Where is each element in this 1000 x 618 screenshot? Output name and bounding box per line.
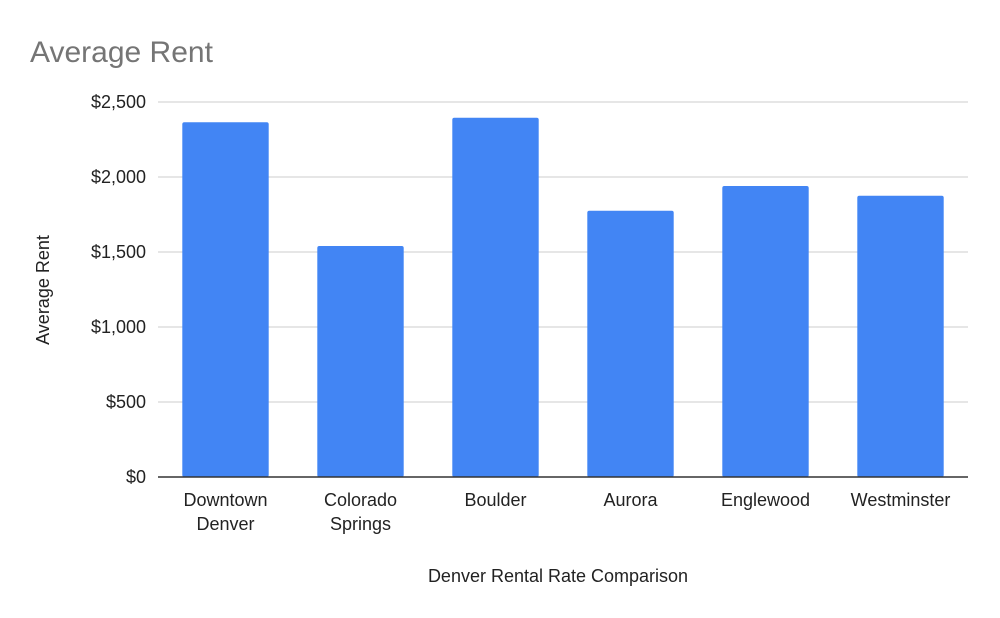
x-tick-label: Colorado Springs	[324, 490, 397, 534]
x-tick-label: Westminster	[851, 490, 951, 510]
chart-title: Average Rent	[30, 36, 214, 69]
x-tick-label: Downtown Denver	[183, 490, 267, 534]
x-axis-label: Denver Rental Rate Comparison	[428, 566, 688, 586]
y-axis-label: Average Rent	[33, 235, 53, 345]
y-tick-label: $1,000	[91, 317, 146, 337]
y-tick-label: $0	[126, 467, 146, 487]
gridlines	[158, 101, 968, 403]
bar	[452, 117, 539, 477]
x-tick-labels: Downtown Denver Colorado Springs Boulder Auro…	[183, 490, 950, 534]
y-tick-label: $500	[106, 392, 146, 412]
bars	[182, 117, 944, 477]
y-tick-label: $2,000	[91, 167, 146, 187]
bar	[857, 195, 944, 477]
y-tick-label: $1,500	[91, 242, 146, 262]
y-tick-labels: $0 $500 $1,000 $1,500 $2,000 $2,500	[91, 92, 146, 487]
bar	[722, 186, 809, 477]
x-tick-label: Aurora	[603, 490, 658, 510]
x-tick-label: Englewood	[721, 490, 810, 510]
x-tick-label: Boulder	[464, 490, 526, 510]
bar	[182, 122, 269, 477]
bar	[317, 246, 404, 477]
y-tick-label: $2,500	[91, 92, 146, 112]
bar	[587, 210, 674, 477]
